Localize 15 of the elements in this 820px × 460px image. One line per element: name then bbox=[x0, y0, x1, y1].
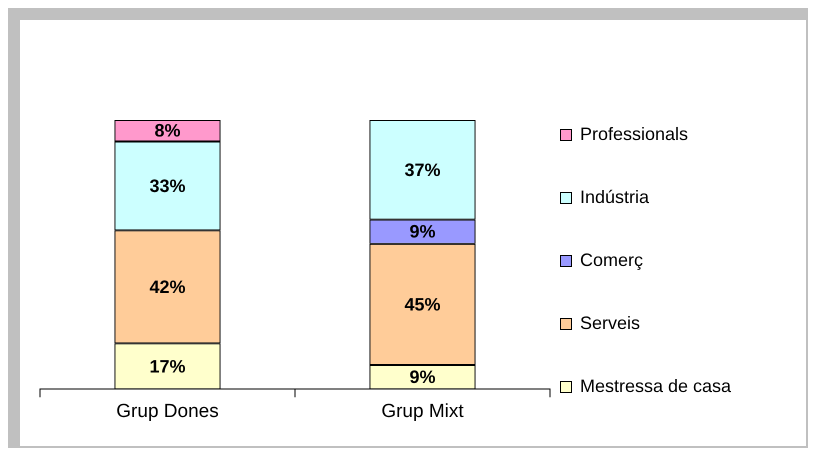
legend-label: Comerç bbox=[580, 250, 644, 271]
legend-label: Serveis bbox=[580, 313, 640, 334]
x-tick-label: Grup Dones bbox=[116, 400, 219, 422]
data-label: 8% bbox=[154, 120, 181, 141]
data-label: 9% bbox=[409, 367, 436, 388]
legend-label: Indústria bbox=[580, 187, 650, 208]
data-label: 37% bbox=[404, 160, 441, 180]
data-label: 9% bbox=[409, 222, 436, 242]
data-label: 42% bbox=[149, 276, 186, 297]
legend-label: Professionals bbox=[580, 124, 688, 145]
data-label: 45% bbox=[404, 294, 441, 314]
x-tick-label: Grup Mixt bbox=[381, 400, 464, 422]
data-label: 17% bbox=[149, 356, 186, 376]
legend-label: Mestressa de casa bbox=[580, 376, 732, 397]
data-label: 33% bbox=[149, 176, 186, 196]
